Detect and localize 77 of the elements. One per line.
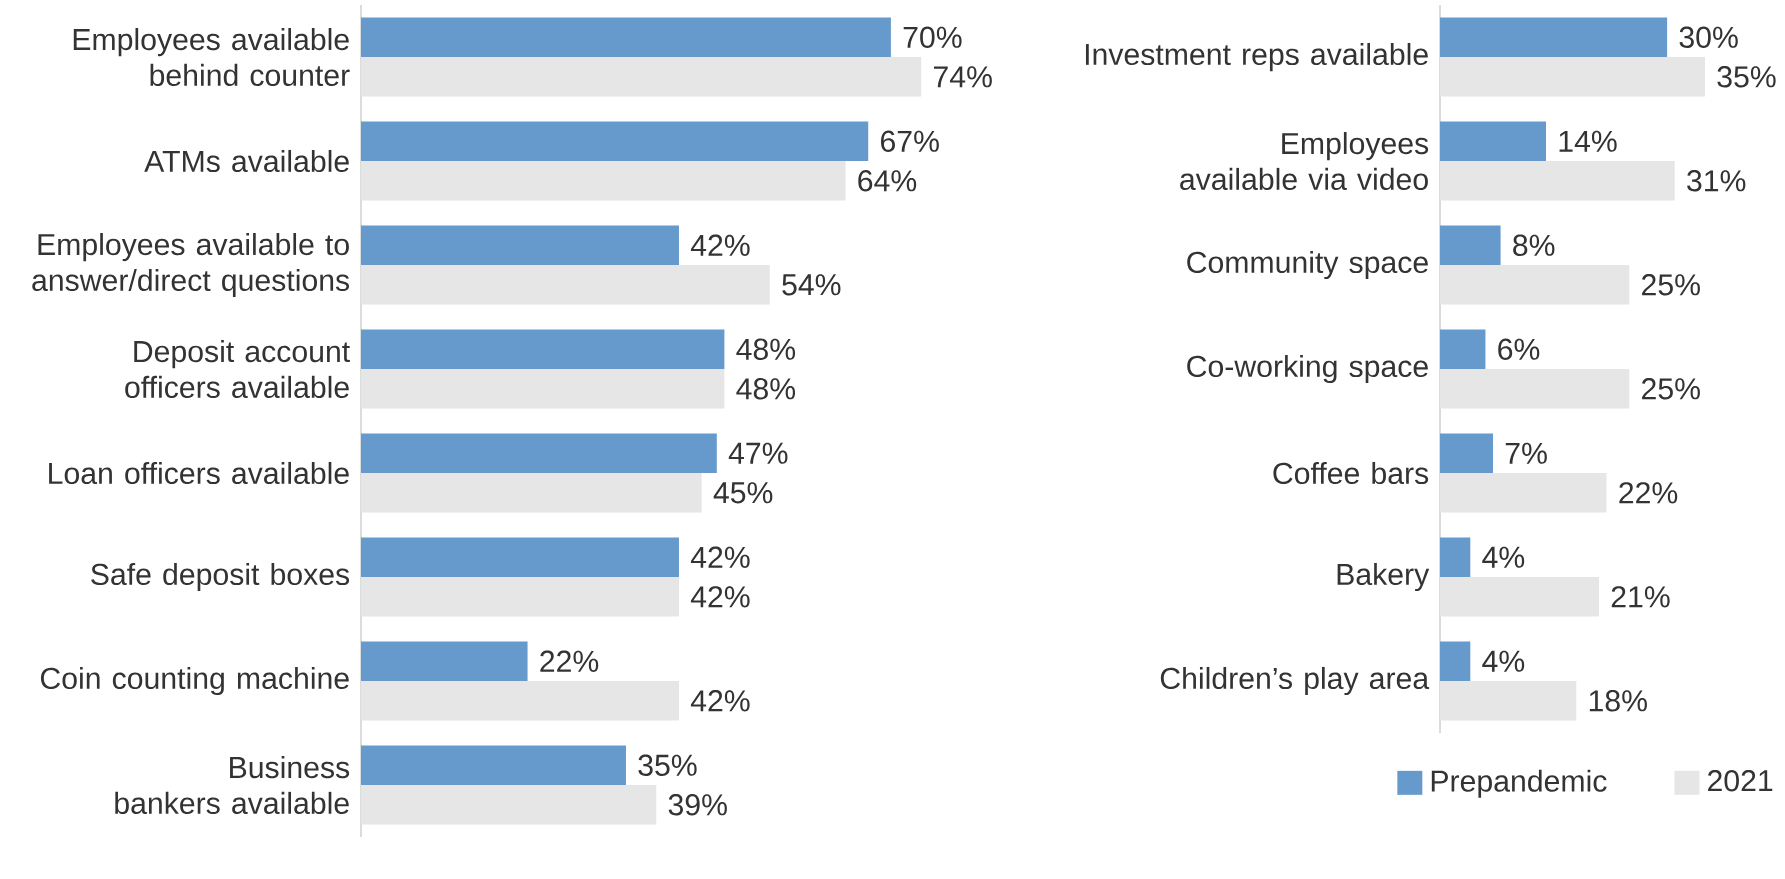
data-label: 54% bbox=[782, 274, 841, 296]
y-tick-label: Community space bbox=[1187, 250, 1428, 280]
data-label: 21% bbox=[1611, 586, 1670, 608]
data-label: 48% bbox=[736, 378, 796, 400]
bar bbox=[361, 225, 679, 266]
legend-label: Prepandemic bbox=[1431, 769, 1607, 798]
data-label: 47% bbox=[728, 442, 788, 464]
bar bbox=[361, 785, 657, 825]
bar bbox=[1440, 161, 1675, 201]
data-label: 22% bbox=[540, 650, 599, 672]
bar bbox=[361, 369, 725, 409]
bar bbox=[361, 329, 725, 370]
y-tick-label: Employees available via video bbox=[1180, 132, 1429, 191]
legend-label: 2021 bbox=[1708, 770, 1773, 792]
data-label: 67% bbox=[881, 130, 939, 152]
y-tick-label: Business bankers available bbox=[115, 756, 350, 815]
data-label: 35% bbox=[638, 754, 697, 776]
data-label: 64% bbox=[858, 170, 917, 192]
data-label: 74% bbox=[934, 66, 992, 88]
y-tick-label: Employees available behind counter bbox=[73, 28, 350, 87]
data-label: 42% bbox=[690, 586, 750, 608]
bar bbox=[1440, 225, 1501, 266]
bar bbox=[361, 161, 846, 201]
data-label: 45% bbox=[713, 482, 773, 504]
bar bbox=[361, 681, 679, 721]
bar bbox=[361, 537, 679, 578]
bar bbox=[361, 265, 770, 305]
y-tick-label: Coin counting machine bbox=[40, 666, 349, 696]
bar bbox=[1440, 473, 1607, 513]
bar bbox=[1440, 369, 1630, 409]
data-label: 14% bbox=[1559, 130, 1617, 152]
bar bbox=[361, 57, 922, 97]
bar bbox=[1440, 537, 1471, 578]
data-label: 31% bbox=[1687, 170, 1746, 192]
y-tick-label: Deposit account officers available bbox=[125, 340, 350, 399]
y-tick-label: ATMs available bbox=[144, 149, 349, 173]
y-tick-label: Investment reps available bbox=[1085, 42, 1428, 72]
data-label: 25% bbox=[1642, 378, 1700, 400]
data-label: 42% bbox=[690, 234, 750, 256]
bar bbox=[361, 577, 679, 617]
data-label: 6% bbox=[1498, 338, 1540, 360]
y-tick-label: Loan officers available bbox=[49, 461, 349, 485]
y-tick-label: Employees available to answer/direct questions bbox=[32, 233, 350, 298]
y-tick-label: Bakery bbox=[1337, 562, 1430, 592]
bar bbox=[1440, 641, 1471, 682]
y-tick-label: Safe deposit boxes bbox=[91, 562, 350, 592]
bar bbox=[1440, 433, 1494, 474]
bar bbox=[361, 433, 717, 474]
bar bbox=[1440, 57, 1705, 97]
data-label: 35% bbox=[1717, 66, 1776, 88]
data-label: 4% bbox=[1482, 546, 1525, 568]
bar bbox=[361, 745, 626, 786]
bar bbox=[361, 641, 528, 682]
data-label: 22% bbox=[1619, 482, 1678, 504]
bar bbox=[361, 121, 869, 162]
bar bbox=[1440, 577, 1599, 617]
data-label: 4% bbox=[1482, 650, 1525, 672]
y-tick-label: Coffee bars bbox=[1273, 461, 1429, 485]
y-tick-label: Co-working space bbox=[1187, 354, 1428, 384]
data-label: 42% bbox=[690, 690, 750, 712]
bar bbox=[1440, 121, 1546, 162]
bar bbox=[1440, 265, 1630, 305]
bar bbox=[361, 17, 891, 58]
bar bbox=[1440, 17, 1668, 58]
data-label: 18% bbox=[1589, 690, 1647, 712]
bar bbox=[361, 473, 702, 513]
y-tick-label: Children’s play area bbox=[1160, 666, 1430, 696]
data-label: 70% bbox=[903, 26, 962, 48]
data-label: 42% bbox=[690, 546, 750, 568]
bar bbox=[1440, 681, 1577, 721]
data-label: 7% bbox=[1505, 442, 1547, 464]
data-label: 39% bbox=[668, 794, 727, 816]
bar bbox=[1440, 329, 1486, 370]
data-label: 8% bbox=[1513, 234, 1555, 256]
data-label: 30% bbox=[1679, 26, 1738, 48]
data-label: 48% bbox=[736, 338, 796, 360]
data-label: 25% bbox=[1642, 274, 1700, 296]
